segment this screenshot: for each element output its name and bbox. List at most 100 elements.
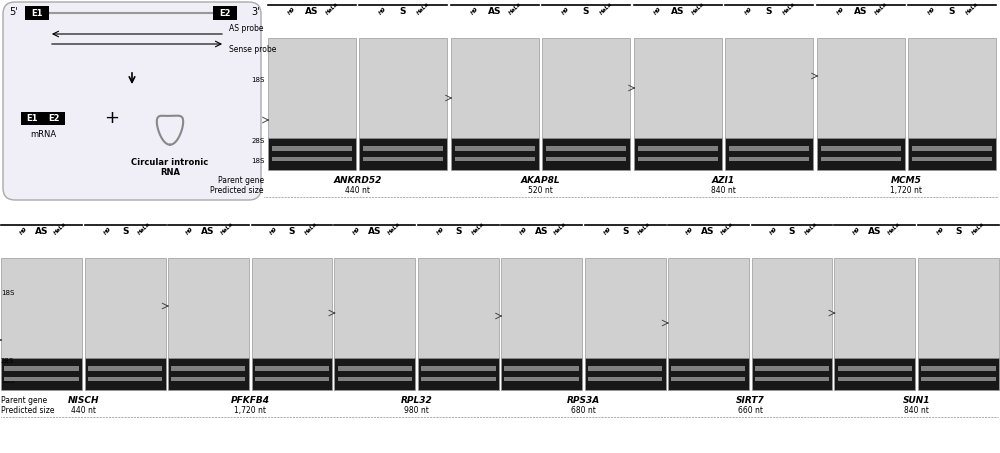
Text: 5': 5' <box>9 7 18 17</box>
Bar <box>1 358 82 390</box>
Text: H9: H9 <box>744 6 754 16</box>
Text: HeLa: HeLa <box>971 222 985 236</box>
Bar <box>729 157 809 161</box>
Text: H9: H9 <box>352 226 362 236</box>
Bar <box>671 376 745 381</box>
Bar <box>542 138 630 170</box>
Text: AS: AS <box>701 227 715 236</box>
Bar <box>834 258 915 358</box>
Bar <box>921 366 996 371</box>
Text: AKAP8L: AKAP8L <box>521 176 560 185</box>
Bar <box>171 376 245 381</box>
Text: H9: H9 <box>685 226 695 236</box>
Bar <box>504 366 579 371</box>
Bar <box>272 146 352 151</box>
Text: 28S: 28S <box>1 358 14 364</box>
Bar <box>501 258 582 358</box>
Bar <box>668 358 748 390</box>
FancyBboxPatch shape <box>3 2 261 200</box>
Text: +: + <box>104 109 120 127</box>
Text: HeLa: HeLa <box>691 1 706 16</box>
Bar <box>451 38 539 138</box>
Bar <box>634 38 722 138</box>
Text: AS: AS <box>35 227 48 236</box>
Text: S: S <box>789 227 795 236</box>
Text: AS: AS <box>671 8 685 16</box>
Text: HeLa: HeLa <box>554 222 568 236</box>
Text: 1,720 nt: 1,720 nt <box>891 186 922 195</box>
Text: 520 nt: 520 nt <box>528 186 553 195</box>
Text: E1: E1 <box>26 114 38 123</box>
Bar <box>359 138 447 170</box>
Text: HeLa: HeLa <box>325 1 340 16</box>
Text: 1,720 nt: 1,720 nt <box>234 406 266 415</box>
Text: 18S: 18S <box>252 77 265 83</box>
Text: HeLa: HeLa <box>54 222 68 236</box>
Text: E2: E2 <box>219 9 231 18</box>
Text: HeLa: HeLa <box>416 1 431 16</box>
Bar <box>85 358 166 390</box>
Text: ANKRD52: ANKRD52 <box>333 176 382 185</box>
Text: 440 nt: 440 nt <box>71 406 96 415</box>
Text: AS probe: AS probe <box>229 24 264 33</box>
Bar <box>918 358 999 390</box>
Text: HeLa: HeLa <box>137 222 152 236</box>
Text: S: S <box>766 8 772 16</box>
Bar <box>504 376 579 381</box>
Text: HeLa: HeLa <box>887 222 901 236</box>
Bar <box>418 358 499 390</box>
Bar <box>912 146 992 151</box>
Text: E1: E1 <box>31 9 43 18</box>
Bar <box>255 366 329 371</box>
Bar <box>725 38 813 138</box>
Bar <box>363 146 443 151</box>
Text: Parent gene: Parent gene <box>218 176 264 185</box>
Bar <box>363 157 443 161</box>
Text: Sense probe: Sense probe <box>229 45 276 54</box>
Bar <box>451 138 539 170</box>
Text: HeLa: HeLa <box>720 222 735 236</box>
Bar <box>85 258 166 358</box>
Text: AS: AS <box>488 8 502 16</box>
Text: H9: H9 <box>103 226 112 236</box>
Bar <box>588 366 662 371</box>
Text: AS: AS <box>854 8 868 16</box>
Bar <box>817 138 905 170</box>
Text: HeLa: HeLa <box>387 222 401 236</box>
Bar <box>918 258 999 358</box>
Text: H9: H9 <box>436 226 445 236</box>
Bar <box>268 138 356 170</box>
Text: S: S <box>622 227 629 236</box>
Text: 440 nt: 440 nt <box>345 186 370 195</box>
Text: S: S <box>400 8 406 16</box>
Text: S: S <box>122 227 128 236</box>
Bar <box>542 38 630 138</box>
Text: Circular intronic
RNA: Circular intronic RNA <box>131 158 209 178</box>
Text: H9: H9 <box>927 6 937 16</box>
Text: 3': 3' <box>251 7 260 17</box>
Text: RPL32: RPL32 <box>401 396 433 405</box>
Bar <box>168 358 248 390</box>
Text: H9: H9 <box>19 226 28 236</box>
Bar <box>752 258 832 358</box>
Bar <box>88 366 162 371</box>
Bar <box>908 38 996 138</box>
Bar <box>272 157 352 161</box>
Text: AS: AS <box>368 227 382 236</box>
Text: HeLa: HeLa <box>220 222 235 236</box>
Bar <box>268 38 356 138</box>
Text: RPS3A: RPS3A <box>567 396 600 405</box>
Text: Parent gene: Parent gene <box>1 396 47 405</box>
Bar <box>638 157 718 161</box>
Text: H9: H9 <box>769 226 779 236</box>
Text: S: S <box>949 8 955 16</box>
Bar <box>671 366 745 371</box>
Text: HeLa: HeLa <box>508 1 523 16</box>
Bar <box>334 258 415 358</box>
Text: PFKFB4: PFKFB4 <box>230 396 270 405</box>
Text: S: S <box>289 227 295 236</box>
Bar <box>546 157 626 161</box>
Bar <box>921 376 996 381</box>
Bar <box>4 366 79 371</box>
Bar <box>455 157 535 161</box>
